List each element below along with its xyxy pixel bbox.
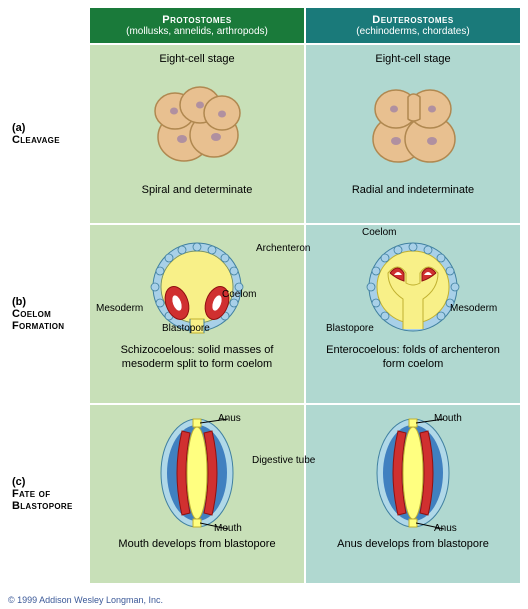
- header-protostomes: Protostomes (mollusks, annelids, arthrop…: [90, 8, 304, 43]
- label-blastopore: Blastopore: [162, 323, 210, 334]
- label-mesoderm: Mesoderm: [96, 303, 143, 314]
- embryo-spiral-icon: [142, 69, 252, 179]
- label-blastopore-d: Blastopore: [326, 323, 374, 334]
- label-digestive: Digestive tube: [252, 455, 315, 466]
- comparison-grid: Protostomes (mollusks, annelids, arthrop…: [0, 0, 528, 591]
- copyright-text: © 1999 Addison Wesley Longman, Inc.: [0, 591, 528, 609]
- row-label-blastopore: (c) Fate of Blastopore: [8, 405, 88, 583]
- label-mesoderm-d: Mesoderm: [450, 303, 497, 314]
- row-label-coelom: (b) Coelom Formation: [8, 225, 88, 403]
- fate-proto-icon: [152, 413, 242, 533]
- label-coelom-d: Coelom: [362, 227, 396, 238]
- embryo-radial-icon: [358, 69, 468, 179]
- cell-cleavage-deut: Eight-cell stage Radial and indeterminat…: [306, 45, 520, 223]
- cell-coelom-deut: Coelom Blastopore Mesoderm Enterocoelous…: [306, 225, 520, 403]
- fate-deut-icon: [368, 413, 458, 533]
- label-coelom: Coelom: [222, 289, 256, 300]
- cell-fate-deut: Mouth Anus Anus develops from blastopore: [306, 405, 520, 583]
- row-label-cleavage: (a) Cleavage: [8, 45, 88, 223]
- label-archenteron: Archenteron: [256, 243, 310, 254]
- header-deuterostomes: Deuterostomes (echinoderms, chordates): [306, 8, 520, 43]
- cell-cleavage-proto: Eight-cell stage Spiral and determinate: [90, 45, 304, 223]
- cell-fate-proto: Anus Mouth Mouth develops from blastopor…: [90, 405, 304, 583]
